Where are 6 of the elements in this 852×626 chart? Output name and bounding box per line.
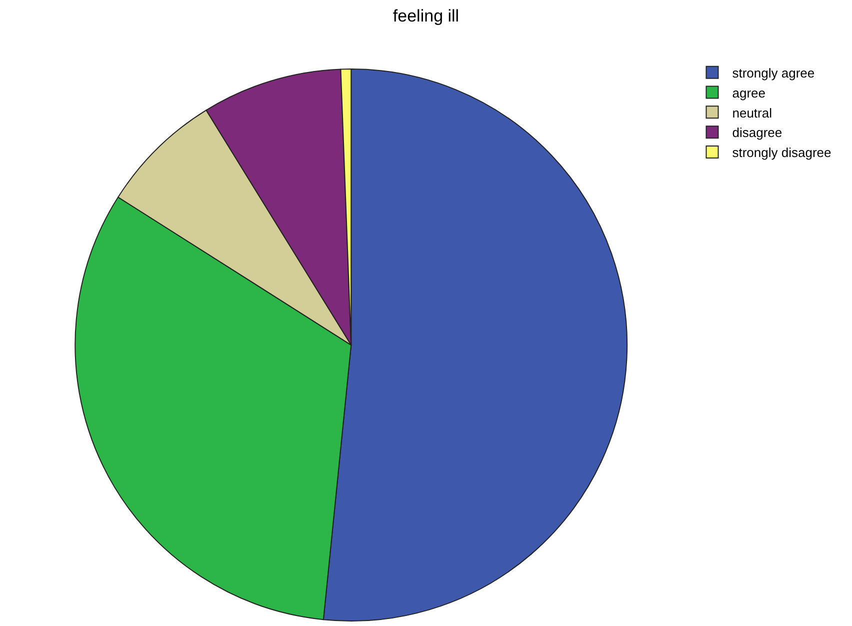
legend-label: agree bbox=[732, 85, 766, 100]
chart-title: feeling ill bbox=[392, 6, 460, 26]
legend-label: strongly agree bbox=[732, 65, 815, 80]
legend-label: neutral bbox=[732, 105, 772, 120]
legend-label: disagree bbox=[732, 125, 782, 140]
legend-label: strongly disagree bbox=[732, 145, 832, 160]
